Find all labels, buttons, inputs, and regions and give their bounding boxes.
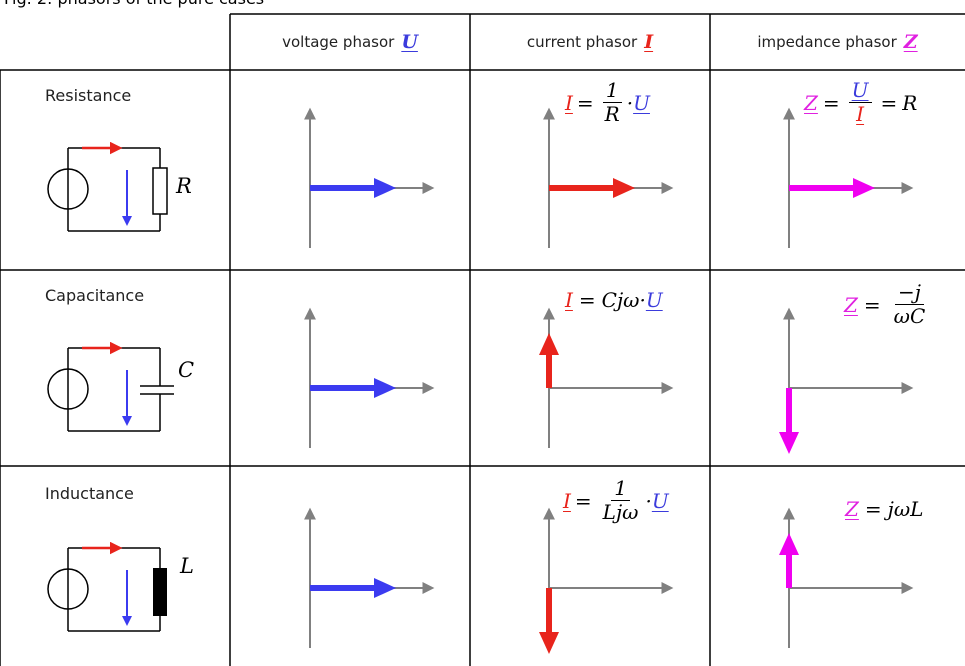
eq-equals: = [822, 90, 840, 115]
current-phasor-arrow [539, 588, 559, 654]
impedance-phasor-arrow [779, 388, 799, 454]
eq-fraction: 1 R [602, 80, 623, 125]
eq-symbol-z: Z [844, 292, 858, 317]
eq-fraction: −j ωC [891, 282, 929, 327]
voltage-phasor-arrow [310, 178, 396, 198]
eq-symbol-z: Z [804, 90, 818, 115]
circuit-r [47, 141, 168, 232]
circuit-l [47, 541, 167, 632]
equation-impedance-inductance: Z = jωL [845, 497, 923, 521]
component-label-r: R [176, 174, 192, 198]
phasor-shaft [549, 185, 613, 191]
phasor-shaft [546, 355, 552, 388]
current-phasor-arrow [549, 178, 635, 198]
eq-rhs: jωL [887, 497, 924, 521]
caption: Fig. 2: phasors of the pure cases [4, 0, 264, 8]
eq-symbol-i: I [563, 488, 571, 513]
eq-numerator: U [848, 80, 872, 103]
eq-equals: = [864, 497, 882, 521]
eq-equals: = [863, 292, 881, 317]
phasor-shaft [786, 388, 792, 432]
voltage-phasor-arrow [310, 578, 396, 598]
eq-numerator: 1 [602, 80, 622, 103]
phasor-head [374, 378, 396, 398]
phasor-head [613, 178, 635, 198]
eq-equals: = [576, 90, 594, 115]
impedance-phasor-arrow [779, 533, 799, 588]
circuit-c [47, 341, 174, 432]
axis-voltage [304, 507, 435, 648]
phasor-shaft [789, 185, 853, 191]
equation-impedance-capacitance: Z = −j ωC [844, 282, 932, 327]
current-phasor-arrow [539, 333, 559, 388]
eq-denominator: Ljω [602, 500, 639, 524]
axis-current [543, 507, 674, 648]
header-voltage: voltage phasor U [230, 14, 470, 69]
eq-dot: · [626, 90, 634, 115]
equation-current-inductance: I = 1 Ljω · U [563, 478, 669, 523]
eq-rhs: R [902, 90, 918, 115]
impedance-phasor-arrow [789, 178, 875, 198]
phasor-shaft [310, 585, 374, 591]
phasor-shaft [786, 555, 792, 588]
equation-current-resistance: I = 1 R · U [565, 80, 650, 125]
phasor-shaft [546, 588, 552, 632]
axis-impedance [783, 107, 914, 248]
eq-fraction: U I [848, 80, 872, 126]
phasor-shaft [310, 185, 374, 191]
eq-equals: = [578, 288, 596, 312]
eq-numerator: 1 [611, 478, 630, 501]
eq-equals: = [880, 90, 898, 115]
eq-symbol-u: U [651, 488, 669, 513]
table-grid [0, 13, 965, 666]
phasor-head [374, 578, 396, 598]
eq-symbol-i: I [565, 90, 573, 115]
eq-equals: = [574, 488, 592, 513]
equation-impedance-resistance: Z = U I = R [804, 80, 917, 125]
component-label-l: L [180, 554, 194, 578]
eq-symbol-i: I [565, 288, 573, 312]
phasor-head [779, 533, 799, 555]
row-label-inductance: Inductance [45, 484, 134, 503]
axis-voltage [304, 107, 435, 248]
header-impedance-label: impedance phasor [757, 32, 897, 51]
phasor-head [779, 432, 799, 454]
eq-symbol-u: U [645, 288, 663, 312]
header-current-symbol: I [644, 30, 654, 53]
axis-impedance [783, 507, 914, 648]
header-current: current phasor I [470, 14, 710, 69]
eq-dot: · [639, 288, 646, 312]
header-impedance-symbol: Z [903, 30, 918, 53]
eq-denominator: I [856, 102, 865, 126]
phasor-head [374, 178, 396, 198]
equation-current-capacitance: I = Cjω · U [565, 288, 663, 312]
row-label-capacitance: Capacitance [45, 286, 145, 305]
phasor-head [539, 632, 559, 654]
eq-numerator: −j [895, 282, 924, 305]
eq-symbol-u: U [633, 90, 650, 115]
axis-impedance [783, 307, 914, 448]
eq-symbol-z: Z [845, 497, 859, 521]
eq-term: Cjω [601, 288, 640, 312]
header-voltage-symbol: U [401, 30, 418, 53]
resistor-icon [152, 167, 168, 215]
row-label-resistance: Resistance [45, 86, 132, 105]
axis-voltage [304, 307, 435, 448]
eq-denominator: R [604, 102, 620, 126]
eq-fraction: 1 Ljω [600, 478, 642, 523]
phasor-shaft [310, 385, 374, 391]
voltage-phasor-arrow [310, 378, 396, 398]
eq-dot: · [645, 488, 652, 513]
axis-current [543, 107, 674, 248]
header-impedance: impedance phasor Z [710, 14, 965, 69]
header-voltage-label: voltage phasor [282, 32, 395, 51]
header-current-label: current phasor [526, 32, 638, 51]
phasor-head [539, 333, 559, 355]
phasor-head [853, 178, 875, 198]
eq-denominator: ωC [893, 304, 926, 328]
axis-current [543, 307, 674, 448]
inductor-icon [153, 568, 167, 616]
component-label-c: C [178, 358, 195, 382]
